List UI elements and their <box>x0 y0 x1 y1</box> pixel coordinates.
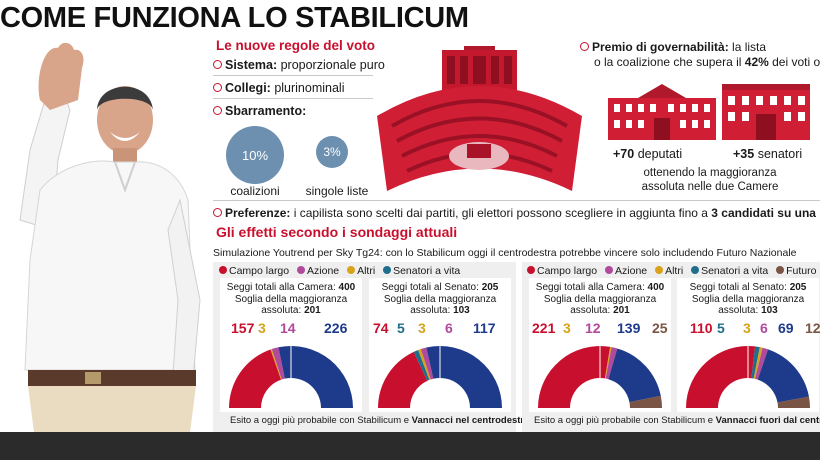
seats-senatori-vita: 5 <box>397 320 405 336</box>
chart-camera-1-head: Seggi totali alla Camera: 400 Soglia del… <box>226 282 356 316</box>
premio-note: ottenendo la maggioranza assoluta nelle d… <box>641 167 779 193</box>
seats-azione: 6 <box>760 320 768 336</box>
seats-altri: 3 <box>563 320 571 336</box>
hemicycle-segment-centrodestra <box>608 348 661 403</box>
chamber-illustration <box>377 46 582 191</box>
legend-dot-icon <box>527 266 535 274</box>
chart-senato-1-head: Seggi totali al Senato: 205 Soglia della… <box>381 282 499 316</box>
hemicycle-segment-centrodestra <box>278 346 353 408</box>
seats-centrodestra: 69 <box>778 320 794 336</box>
hemicycle-segment-futuro-nazionale <box>629 395 662 408</box>
hemicycle-segment-campo-largo <box>538 346 611 408</box>
seats-azione: 14 <box>280 320 296 336</box>
divider <box>213 75 373 76</box>
hemicycle-segment-senatori-vita <box>751 346 760 379</box>
deputati-gain: +70 deputati <box>613 147 683 161</box>
hemicycle-senato-1 <box>378 344 502 408</box>
senato-building-icon <box>722 84 810 140</box>
chart-camera-2-head: Seggi totali alla Camera: 400 Soglia del… <box>535 282 665 316</box>
hemicycle-segment-campo-largo <box>686 346 756 408</box>
circle-bullet-icon <box>213 106 222 115</box>
legend-dot-icon <box>655 266 664 274</box>
legend-dot-icon <box>383 266 392 274</box>
circle-bullet-icon <box>213 60 222 69</box>
simulation-note: Simulazione Youtrend per Sky Tg24: con l… <box>213 247 797 259</box>
coalizioni-bubble: 10% <box>226 126 284 184</box>
seats-campo-largo: 221 <box>532 320 556 336</box>
hemicycle-segment-altri <box>418 349 431 380</box>
circle-bullet-icon <box>213 208 222 217</box>
outcome-1: Esito a oggi più probabile con Stabilicu… <box>230 415 530 426</box>
legend-dot-icon <box>691 266 700 274</box>
hemicycle-segment-centrodestra <box>757 349 809 403</box>
hemicycle-senato-2 <box>686 344 810 408</box>
preferenze-item: Preferenze: i capilista sono scelti dai … <box>213 206 820 220</box>
singole-bubble: 3% <box>316 136 348 168</box>
legend-dot-icon <box>776 266 785 274</box>
chart-senato-2-head: Seggi totali al Senato: 205 Soglia della… <box>689 282 807 316</box>
hemicycle-segment-azione <box>420 347 434 380</box>
footer-bar <box>0 432 820 460</box>
rules-heading: Le nuove regole del voto <box>216 38 376 53</box>
legend-1: Campo largo Azione Altri Senatori a vita <box>214 265 460 277</box>
senatori-gain: +35 senatori <box>733 147 803 161</box>
seats-campo-largo: 74 <box>373 320 389 336</box>
legend-dot-icon <box>219 266 227 274</box>
divider <box>213 98 373 99</box>
seats-campo-largo: 157 <box>231 320 255 336</box>
hemicycle-camera-2 <box>538 344 662 408</box>
hemicycle-segment-azione <box>605 347 618 380</box>
seats-altri: 3 <box>418 320 426 336</box>
premio-text: Premio di governabilità: la lista o la c… <box>580 40 820 70</box>
hemicycle-segment-senatori-vita <box>413 349 430 381</box>
sbarramento-item: Sbarramento: <box>213 104 306 118</box>
circle-bullet-icon <box>580 42 589 51</box>
camera-building-icon <box>608 84 716 140</box>
singole-label: singole liste <box>305 184 369 198</box>
seats-senatori-vita: 5 <box>717 320 725 336</box>
seats-altri: 3 <box>258 320 266 336</box>
hemicycle-segment-altri <box>753 347 763 379</box>
hemicycle-segment-altri <box>604 346 612 379</box>
hemicycle-camera-1 <box>229 344 353 408</box>
coalizioni-label: coalizioni <box>230 184 280 198</box>
seats-azione: 6 <box>445 320 453 336</box>
seats-azione: 12 <box>585 320 601 336</box>
legend-dot-icon <box>297 266 306 274</box>
seats-altri: 3 <box>743 320 751 336</box>
politician-photo <box>19 42 201 432</box>
seats-centrodestra: 117 <box>473 320 496 336</box>
hemicycle-segment-azione <box>271 347 285 380</box>
hemicycle-segment-azione <box>755 347 769 380</box>
seats-centrodestra: 139 <box>617 320 641 336</box>
collegi-item: Collegi: plurinominali <box>213 81 345 95</box>
hemicycle-segment-campo-largo <box>229 349 282 408</box>
divider <box>213 200 820 201</box>
hemicycle-segment-centrodestra <box>426 346 502 408</box>
seats-futuro-nazionale: 25 <box>652 320 668 336</box>
hemicycle-segment-campo-largo <box>378 351 428 408</box>
legend-dot-icon <box>347 266 356 274</box>
seats-centrodestra: 226 <box>324 320 348 336</box>
hemicycle-segment-futuro-nazionale <box>777 396 810 408</box>
hemicycle-segment-altri <box>270 349 282 380</box>
effects-heading: Gli effetti secondo i sondaggi attuali <box>216 224 458 240</box>
circle-bullet-icon <box>213 83 222 92</box>
seats-futuro-nazionale: 12 <box>805 320 820 336</box>
seats-campo-largo: 110 <box>690 320 713 336</box>
legend-dot-icon <box>605 266 614 274</box>
legend-2: Campo largo Azione Altri Senatori a vita… <box>522 265 820 277</box>
page-title: COME FUNZIONA LO STABILICUM <box>0 2 469 34</box>
outcome-2: Esito a oggi più probabile con Stabilicu… <box>534 415 820 426</box>
sistema-item: Sistema: proporzionale puro <box>213 58 385 72</box>
